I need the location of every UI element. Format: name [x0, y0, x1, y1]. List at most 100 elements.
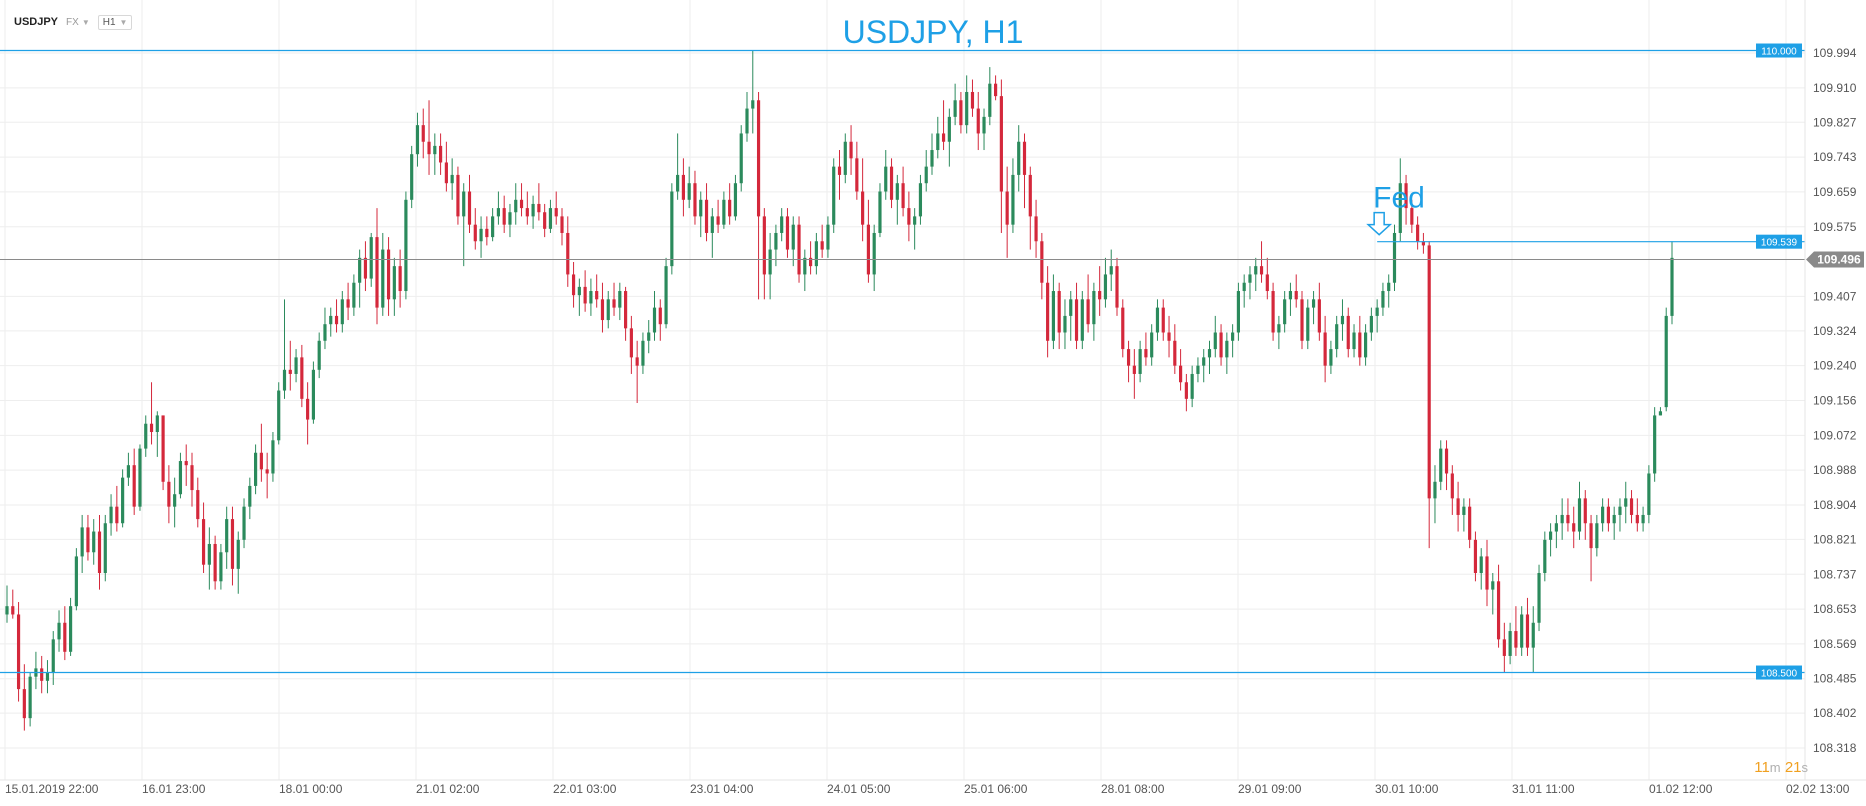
level-price-badge[interactable] — [1756, 234, 1802, 249]
candle-body — [901, 183, 905, 209]
candle-body — [965, 91, 969, 126]
candle-body — [1167, 332, 1171, 341]
candle-body — [994, 83, 998, 97]
candle-body — [1427, 245, 1431, 499]
candle-body — [1456, 498, 1460, 515]
candle-body — [1254, 266, 1258, 275]
candle-body — [450, 174, 454, 184]
candle-body — [45, 672, 50, 681]
candle-body — [1491, 581, 1495, 590]
candle-body — [80, 527, 84, 557]
candle-body — [439, 145, 443, 163]
level-price-label: 110.000 — [1761, 47, 1797, 58]
time-tick-label: 31.01 11:00 — [1512, 782, 1575, 796]
countdown-seconds-unit: s — [1801, 760, 1809, 775]
level-price-badge[interactable] — [1756, 43, 1802, 58]
candle-body — [161, 415, 165, 482]
candle-body — [716, 216, 720, 225]
candle-body — [346, 299, 350, 308]
candle-body — [415, 125, 420, 155]
candle-body — [1531, 622, 1535, 648]
timeframe-selector[interactable]: H1 ▼ — [97, 14, 133, 30]
market-selector[interactable]: FX ▼ — [66, 17, 90, 28]
candle-body — [560, 216, 564, 233]
candle-body — [988, 83, 992, 117]
candle-body — [1005, 191, 1009, 225]
candle-body — [386, 249, 391, 300]
countdown-seconds: 21 — [1784, 759, 1802, 776]
candle-body — [1196, 365, 1200, 374]
candle-body — [1051, 291, 1055, 341]
candle-body — [629, 328, 633, 358]
price-tick-label: 108.988 — [1813, 463, 1857, 477]
candle-body — [1109, 266, 1113, 275]
candle-body — [1653, 415, 1657, 474]
candle-body — [733, 183, 738, 217]
candle-body — [687, 183, 691, 200]
candle-body — [600, 299, 605, 321]
candle-body — [1375, 307, 1379, 316]
candle-body — [849, 141, 853, 159]
candle-body — [1468, 506, 1472, 540]
time-tick-label: 28.01 08:00 — [1101, 782, 1165, 796]
chevron-down-icon: ▼ — [81, 17, 90, 27]
candle-body — [1358, 332, 1362, 358]
price-tick-label: 109.827 — [1813, 115, 1857, 129]
candle-body — [548, 208, 553, 229]
candle-body — [756, 100, 761, 217]
candle-body — [577, 286, 581, 296]
candle-body — [699, 199, 703, 217]
price-axis[interactable]: 109.994 109.910 109.827 109.743 109.659 109.5… — [1804, 0, 1864, 780]
candle-body — [1369, 315, 1373, 333]
candle-body — [1173, 340, 1177, 366]
candle-body — [1225, 340, 1229, 358]
candle-body — [5, 606, 9, 615]
candle-body — [959, 100, 963, 126]
candle-body — [456, 174, 460, 217]
candle-body — [491, 216, 495, 238]
candle-body — [1028, 174, 1032, 217]
candle-body — [1306, 307, 1310, 341]
candle-body — [248, 485, 252, 507]
candle-body — [1514, 631, 1518, 648]
candle-body — [537, 203, 541, 213]
candle-body — [1387, 282, 1391, 292]
price-tick-label: 108.821 — [1813, 532, 1857, 546]
time-axis[interactable]: 15.01.2019 22:00 16.01 23:00 18.01 00:00 21… — [0, 779, 1866, 796]
candle-body — [51, 639, 55, 673]
candle-body — [1161, 307, 1165, 333]
candle-body — [641, 340, 645, 366]
candle-body — [1549, 531, 1553, 540]
candle-body — [1219, 332, 1223, 358]
candle-body — [311, 369, 315, 420]
candle-body — [242, 506, 246, 540]
candle-body — [92, 531, 96, 553]
time-tick-label: 21.01 02:00 — [416, 782, 480, 796]
candle-body — [543, 212, 547, 229]
symbol-label[interactable]: USDJPY — [14, 16, 59, 28]
candle-body — [1444, 448, 1449, 474]
time-tick-label: 01.02 12:00 — [1649, 782, 1713, 796]
candle-body — [317, 340, 321, 370]
candle-body — [1398, 183, 1402, 233]
candle-body — [531, 203, 535, 217]
candle-body — [1577, 498, 1582, 532]
level-price-badge[interactable] — [1756, 665, 1802, 680]
candle-body — [676, 174, 680, 192]
horizontal-levels[interactable]: 110.000 109.539 108.500 — [0, 43, 1805, 680]
candle-body — [947, 116, 951, 142]
candle-body — [1635, 514, 1639, 524]
candle-body — [953, 100, 957, 117]
candle-body — [652, 307, 657, 333]
level-price-label: 108.500 — [1761, 669, 1798, 680]
candle-body — [1086, 299, 1090, 325]
candle-body — [768, 249, 772, 275]
candle-body — [340, 299, 344, 325]
candle-body — [1040, 241, 1044, 283]
candle-body — [704, 199, 709, 233]
candle-body — [1121, 307, 1125, 350]
candle-body — [178, 461, 183, 495]
candle-body — [976, 108, 980, 134]
candle-body — [1340, 315, 1345, 325]
